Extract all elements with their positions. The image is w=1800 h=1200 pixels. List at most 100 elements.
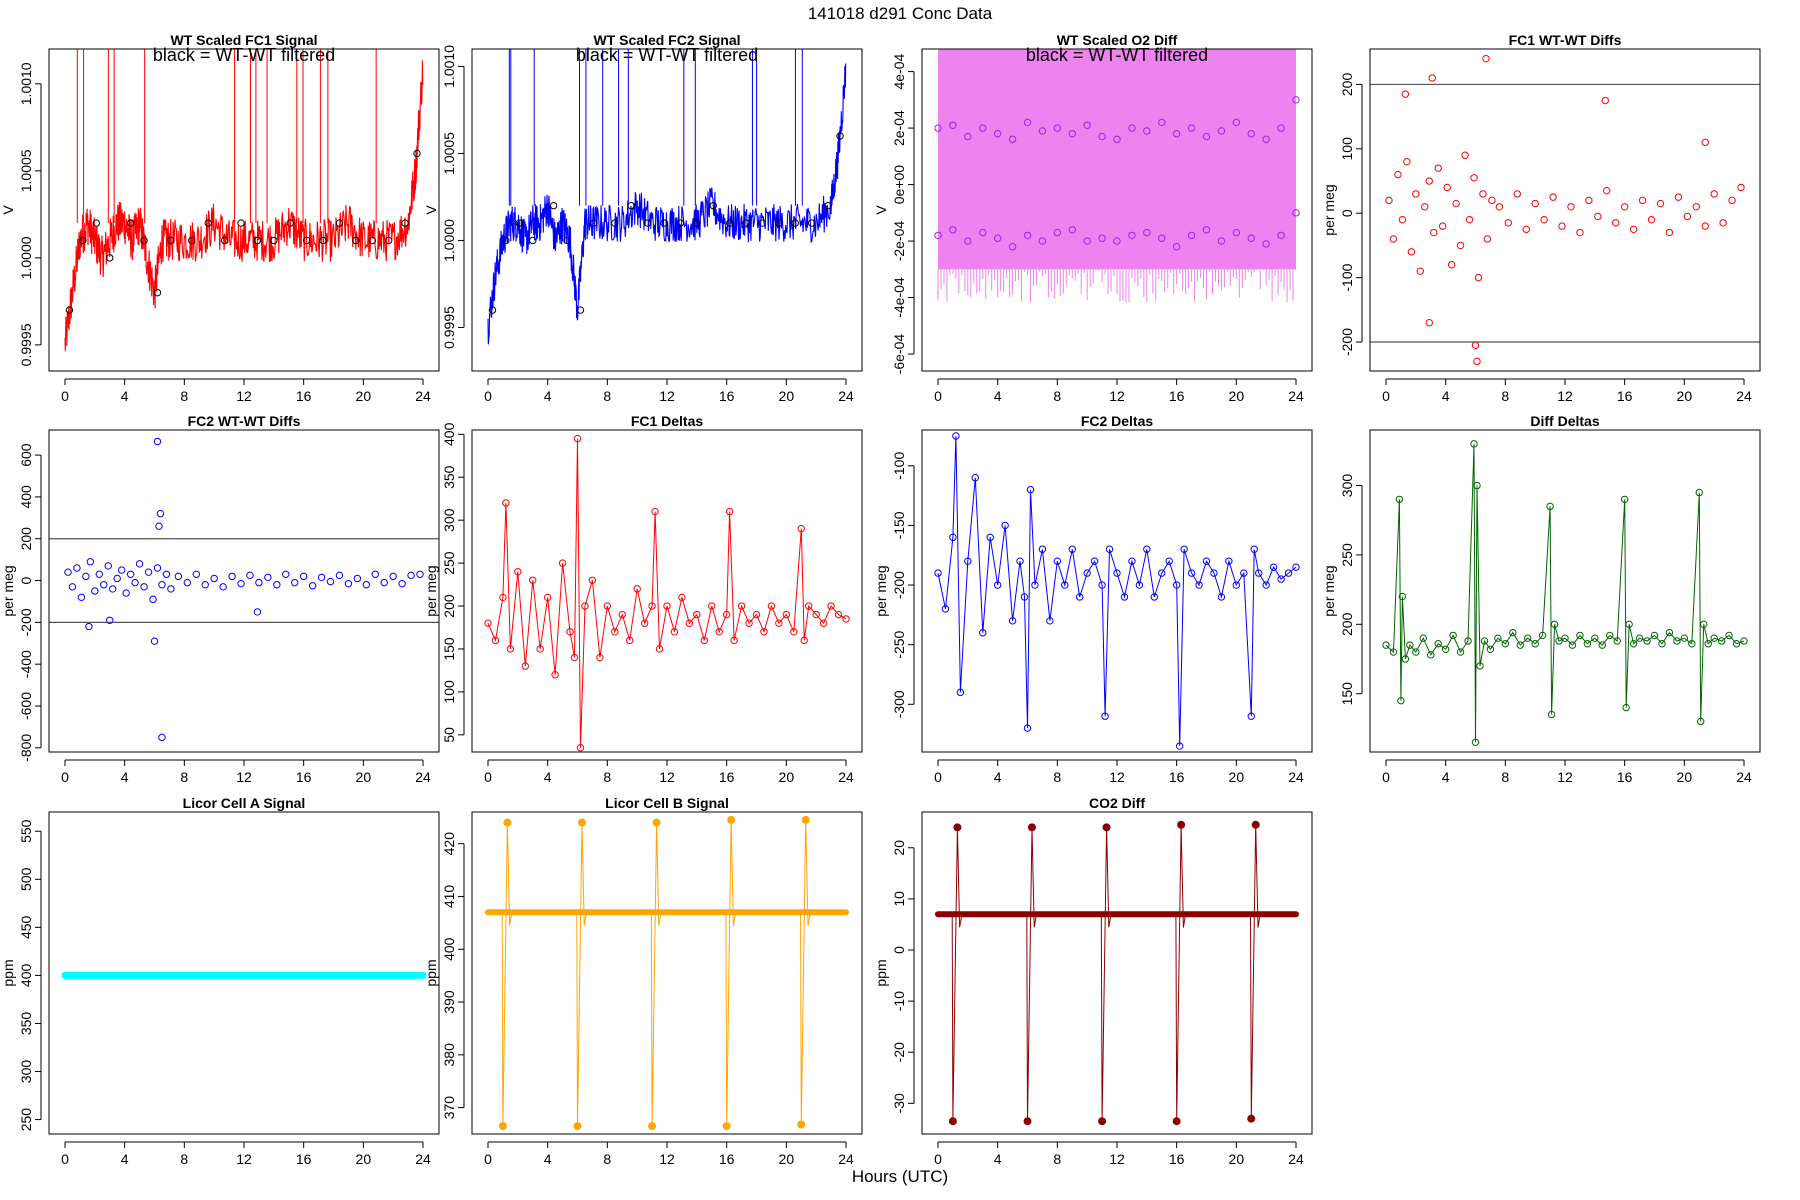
series-line xyxy=(64,60,424,352)
y-tick-label: 400 xyxy=(441,422,457,446)
data-point xyxy=(126,570,135,578)
data-point xyxy=(1172,243,1181,251)
x-tick-label: 0 xyxy=(484,1151,492,1167)
x-tick-label: 24 xyxy=(1288,1151,1304,1167)
data-point xyxy=(1158,234,1166,242)
data-point xyxy=(1603,186,1611,195)
panel-title: Diff Deltas xyxy=(1530,413,1599,429)
y-tick-label: 1.0010 xyxy=(441,45,457,88)
y-tick-label: 1.0005 xyxy=(441,132,457,175)
data-point xyxy=(1601,96,1609,105)
y-axis-label: V xyxy=(0,205,16,215)
data-point xyxy=(1695,488,1703,497)
x-tick-label: 0 xyxy=(61,388,69,404)
y-tick-label: -4e-04 xyxy=(891,277,907,318)
data-point xyxy=(167,236,175,245)
data-point xyxy=(1083,121,1091,129)
x-tick-label: 24 xyxy=(415,388,431,404)
plot-area xyxy=(487,49,847,345)
data-point xyxy=(1232,581,1241,589)
data-point xyxy=(237,219,245,227)
panel-p9: Licor Cell A Signal ppm 0 4 8 12 16 20 24 250 300 3… xyxy=(0,795,440,1167)
series-line xyxy=(487,63,847,345)
data-point xyxy=(648,1122,657,1131)
data-point xyxy=(1098,581,1106,589)
data-point xyxy=(308,582,317,590)
data-point xyxy=(1247,1114,1256,1123)
data-point xyxy=(210,574,218,583)
x-tick-label: 12 xyxy=(659,769,675,785)
data-point xyxy=(775,219,783,227)
data-point xyxy=(1665,228,1674,237)
data-point xyxy=(1020,593,1029,601)
x-tick-label: 4 xyxy=(994,769,1002,785)
y-tick-label: 300 xyxy=(18,1060,34,1084)
data-point xyxy=(1647,215,1656,224)
data-point xyxy=(1482,54,1490,63)
y-tick-label: 150 xyxy=(441,637,457,661)
data-point xyxy=(1187,231,1196,240)
data-point xyxy=(1538,631,1547,640)
data-point xyxy=(529,236,537,245)
data-point xyxy=(576,306,585,314)
plot-frame xyxy=(471,429,863,753)
x-tick-label: 20 xyxy=(1229,1151,1245,1167)
data-point xyxy=(155,522,163,530)
data-point xyxy=(633,585,641,593)
y-tick-label: 350 xyxy=(441,465,457,489)
figure-x-axis-label: Hours (UTC) xyxy=(852,1167,948,1186)
data-point xyxy=(563,236,571,245)
y-tick-label: 380 xyxy=(441,1043,457,1067)
data-point xyxy=(1202,132,1211,141)
plot-frame xyxy=(1369,48,1761,372)
x-tick-label: 4 xyxy=(121,769,129,785)
data-point xyxy=(1598,641,1606,649)
y-axis-label: V xyxy=(423,205,439,215)
data-point xyxy=(384,236,393,245)
data-point xyxy=(573,1122,582,1131)
data-point xyxy=(807,219,816,227)
data-point xyxy=(993,130,1002,138)
data-point xyxy=(1635,634,1644,642)
x-tick-label: 16 xyxy=(1169,388,1185,404)
data-point xyxy=(1419,634,1427,642)
data-point xyxy=(270,236,278,245)
data-point xyxy=(596,653,604,662)
data-point xyxy=(1700,620,1708,629)
plot-frame xyxy=(921,811,1313,1135)
x-tick-label: 24 xyxy=(1288,769,1304,785)
data-point xyxy=(104,562,112,570)
y-tick-label: 400 xyxy=(441,937,457,961)
x-tick-label: 12 xyxy=(1109,1151,1125,1167)
data-point xyxy=(1683,212,1692,221)
data-point xyxy=(760,628,768,636)
data-point xyxy=(106,616,114,624)
x-tick-label: 20 xyxy=(1677,388,1693,404)
data-point xyxy=(1195,581,1203,589)
data-point xyxy=(514,567,522,576)
data-point xyxy=(1516,641,1524,649)
data-point xyxy=(745,619,753,627)
data-point xyxy=(183,578,192,587)
panel-p10: Licor Cell B Signal ppm 0 4 8 12 16 20 24 370 380 3… xyxy=(423,795,863,1167)
data-point xyxy=(1561,634,1569,642)
x-tick-label: 24 xyxy=(1288,388,1304,404)
data-point xyxy=(100,581,108,589)
y-axis-label: per meg xyxy=(873,565,889,616)
data-point xyxy=(1613,637,1621,645)
data-point xyxy=(643,219,652,227)
data-point xyxy=(1471,738,1480,746)
data-point xyxy=(543,593,552,602)
data-point xyxy=(362,581,371,589)
data-point xyxy=(993,581,1002,589)
data-point xyxy=(1105,545,1114,553)
x-tick-label: 8 xyxy=(1053,388,1061,404)
data-point xyxy=(979,124,987,132)
data-point xyxy=(934,569,942,577)
data-point xyxy=(573,434,582,443)
data-point xyxy=(800,636,808,645)
x-tick-label: 8 xyxy=(603,388,611,404)
x-tick-label: 16 xyxy=(1169,769,1185,785)
data-point xyxy=(1486,645,1495,653)
